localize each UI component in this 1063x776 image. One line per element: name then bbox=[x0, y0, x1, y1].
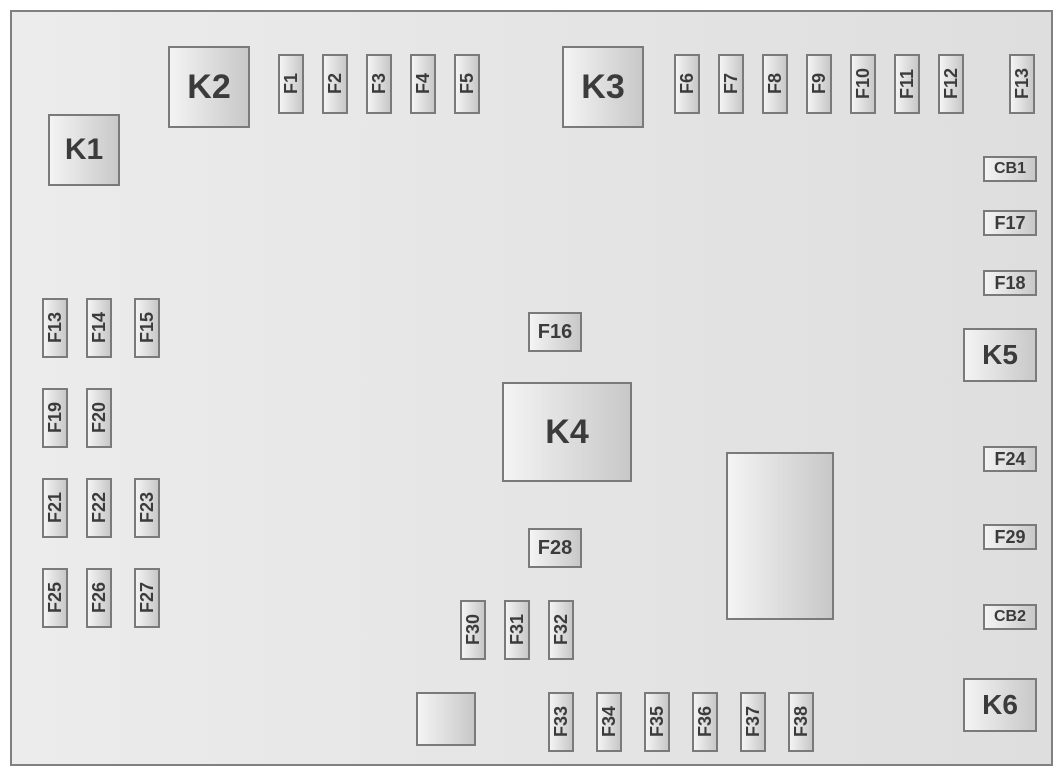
slot-label: F5 bbox=[458, 73, 476, 94]
slot-CB1: CB1 bbox=[983, 156, 1037, 182]
slot-label: F13 bbox=[1013, 68, 1031, 99]
slot-label: K6 bbox=[982, 691, 1018, 719]
slot-label: F24 bbox=[994, 450, 1025, 468]
slot-label: F1 bbox=[282, 73, 300, 94]
slot-F32: F32 bbox=[548, 600, 574, 660]
slot-label: F26 bbox=[90, 582, 108, 613]
slot-label: F32 bbox=[552, 614, 570, 645]
slot-blank-bottom bbox=[416, 692, 476, 746]
slot-F37: F37 bbox=[740, 692, 766, 752]
slot-label: F6 bbox=[678, 73, 696, 94]
slot-F35: F35 bbox=[644, 692, 670, 752]
slot-blank-center bbox=[726, 452, 834, 620]
slot-label: F23 bbox=[138, 492, 156, 523]
slot-label: F36 bbox=[696, 706, 714, 737]
slot-label: K3 bbox=[581, 70, 624, 104]
slot-label: F38 bbox=[792, 706, 810, 737]
slot-label: F12 bbox=[942, 68, 960, 99]
slot-F20: F20 bbox=[86, 388, 112, 448]
slot-F14: F14 bbox=[86, 298, 112, 358]
slot-K1: K1 bbox=[48, 114, 120, 186]
slot-F13b: F13 bbox=[42, 298, 68, 358]
slot-label: F28 bbox=[538, 538, 572, 558]
slot-F27: F27 bbox=[134, 568, 160, 628]
slot-F10: F10 bbox=[850, 54, 876, 114]
slot-F34: F34 bbox=[596, 692, 622, 752]
slot-label: K1 bbox=[65, 135, 103, 165]
slot-label: F21 bbox=[46, 492, 64, 523]
slot-label: F22 bbox=[90, 492, 108, 523]
slot-F21: F21 bbox=[42, 478, 68, 538]
slot-label: F2 bbox=[326, 73, 344, 94]
slot-F30: F30 bbox=[460, 600, 486, 660]
slot-label: F16 bbox=[538, 322, 572, 342]
slot-label: F33 bbox=[552, 706, 570, 737]
slot-F7: F7 bbox=[718, 54, 744, 114]
slot-F17: F17 bbox=[983, 210, 1037, 236]
slot-F12: F12 bbox=[938, 54, 964, 114]
slot-F3: F3 bbox=[366, 54, 392, 114]
slot-label: CB2 bbox=[994, 609, 1026, 625]
slot-K4: K4 bbox=[502, 382, 632, 482]
slot-label: F18 bbox=[994, 274, 1025, 292]
slot-label: F27 bbox=[138, 582, 156, 613]
slot-F28: F28 bbox=[528, 528, 582, 568]
slot-F8: F8 bbox=[762, 54, 788, 114]
slot-label: F25 bbox=[46, 582, 64, 613]
slot-label: K2 bbox=[187, 70, 230, 104]
slot-F15: F15 bbox=[134, 298, 160, 358]
slot-F31: F31 bbox=[504, 600, 530, 660]
slot-label: F7 bbox=[722, 73, 740, 94]
fuse-panel: K1 K2 K3 K4 K5 K6 F1 F2 F3 F4 F5 F6 F7 F8 F9 F10 F11 F12 F… bbox=[10, 10, 1053, 766]
slot-label: F8 bbox=[766, 73, 784, 94]
slot-F24: F24 bbox=[983, 446, 1037, 472]
slot-F22: F22 bbox=[86, 478, 112, 538]
slot-label: K5 bbox=[982, 341, 1018, 369]
slot-F36: F36 bbox=[692, 692, 718, 752]
slot-label: F29 bbox=[994, 528, 1025, 546]
slot-F19: F19 bbox=[42, 388, 68, 448]
slot-F25: F25 bbox=[42, 568, 68, 628]
slot-F2: F2 bbox=[322, 54, 348, 114]
slot-label: CB1 bbox=[994, 161, 1026, 177]
slot-label: F17 bbox=[994, 214, 1025, 232]
slot-label: F14 bbox=[90, 312, 108, 343]
slot-label: F15 bbox=[138, 312, 156, 343]
slot-label: F11 bbox=[898, 69, 916, 99]
slot-label: F10 bbox=[854, 68, 872, 99]
slot-K2: K2 bbox=[168, 46, 250, 128]
slot-F1: F1 bbox=[278, 54, 304, 114]
slot-K3: K3 bbox=[562, 46, 644, 128]
slot-F18: F18 bbox=[983, 270, 1037, 296]
slot-label: F13 bbox=[46, 312, 64, 343]
slot-label: F31 bbox=[508, 614, 526, 645]
slot-F11: F11 bbox=[894, 54, 920, 114]
slot-label: F19 bbox=[46, 402, 64, 433]
slot-K5: K5 bbox=[963, 328, 1037, 382]
slot-label: F4 bbox=[414, 73, 432, 94]
slot-F13: F13 bbox=[1009, 54, 1035, 114]
slot-K6: K6 bbox=[963, 678, 1037, 732]
slot-label: F35 bbox=[648, 706, 666, 737]
slot-F5: F5 bbox=[454, 54, 480, 114]
slot-F4: F4 bbox=[410, 54, 436, 114]
slot-F26: F26 bbox=[86, 568, 112, 628]
slot-F6: F6 bbox=[674, 54, 700, 114]
slot-CB2: CB2 bbox=[983, 604, 1037, 630]
slot-label: F20 bbox=[90, 402, 108, 433]
slot-F16: F16 bbox=[528, 312, 582, 352]
slot-F38: F38 bbox=[788, 692, 814, 752]
slot-F9: F9 bbox=[806, 54, 832, 114]
slot-label: F37 bbox=[744, 706, 762, 737]
slot-label: K4 bbox=[545, 415, 588, 449]
slot-label: F9 bbox=[810, 73, 828, 94]
slot-label: F3 bbox=[370, 73, 388, 94]
slot-label: F30 bbox=[464, 614, 482, 645]
slot-F29: F29 bbox=[983, 524, 1037, 550]
slot-label: F34 bbox=[600, 706, 618, 737]
slot-F23: F23 bbox=[134, 478, 160, 538]
slot-F33: F33 bbox=[548, 692, 574, 752]
